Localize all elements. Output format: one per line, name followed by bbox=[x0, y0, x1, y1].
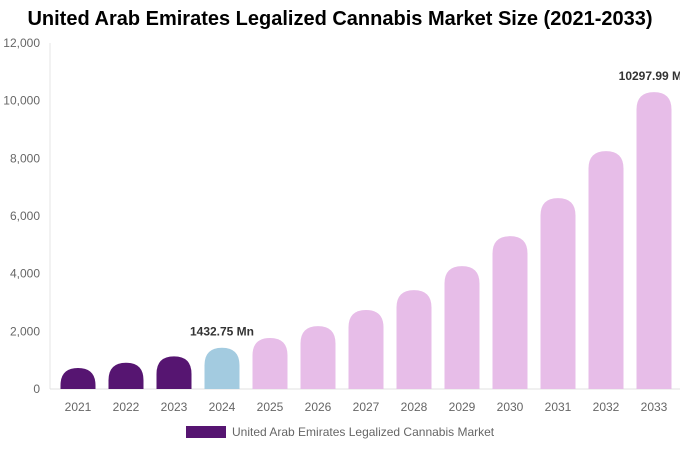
x-tick-label: 2029 bbox=[449, 400, 476, 414]
bar-2021[interactable] bbox=[60, 367, 96, 389]
x-tick-label: 2031 bbox=[545, 400, 572, 414]
bar-2025[interactable] bbox=[252, 337, 288, 389]
y-tick-label: 8,000 bbox=[10, 151, 40, 165]
y-tick-label: 10,000 bbox=[3, 94, 40, 108]
y-tick-label: 4,000 bbox=[10, 267, 40, 281]
bar-2027[interactable] bbox=[348, 309, 384, 389]
bar-2028[interactable] bbox=[396, 290, 432, 389]
x-tick-label: 2023 bbox=[161, 400, 188, 414]
x-tick-label: 2025 bbox=[257, 400, 284, 414]
bar-2026[interactable] bbox=[300, 326, 336, 389]
bar-2030[interactable] bbox=[492, 236, 528, 389]
y-tick-label: 2,000 bbox=[10, 324, 40, 338]
bar-2033[interactable] bbox=[636, 92, 672, 390]
x-tick-label: 2033 bbox=[641, 400, 668, 414]
bar-2023[interactable] bbox=[156, 356, 192, 389]
legend[interactable]: United Arab Emirates Legalized Cannabis … bbox=[186, 425, 494, 439]
x-tick-label: 2030 bbox=[497, 400, 524, 414]
x-tick-label: 2026 bbox=[305, 400, 332, 414]
bar-2029[interactable] bbox=[444, 266, 480, 389]
chart-title: United Arab Emirates Legalized Cannabis … bbox=[27, 8, 653, 30]
x-tick-label: 2021 bbox=[65, 400, 92, 414]
x-tick-label: 2028 bbox=[401, 400, 428, 414]
y-tick-label: 6,000 bbox=[10, 209, 40, 223]
x-tick-label: 2022 bbox=[113, 400, 140, 414]
legend-swatch bbox=[186, 426, 226, 438]
legend-label: United Arab Emirates Legalized Cannabis … bbox=[232, 425, 495, 439]
bar-2024[interactable] bbox=[204, 347, 240, 389]
x-tick-label: 2027 bbox=[353, 400, 380, 414]
data-label: 10297.99 Mn bbox=[619, 69, 680, 83]
y-tick-label: 0 bbox=[33, 382, 40, 396]
y-tick-label: 12,000 bbox=[3, 36, 40, 50]
bar-2022[interactable] bbox=[108, 362, 144, 389]
x-tick-label: 2032 bbox=[593, 400, 620, 414]
bar-2032[interactable] bbox=[588, 151, 624, 389]
bar-2031[interactable] bbox=[540, 198, 576, 389]
x-tick-label: 2024 bbox=[209, 400, 236, 414]
data-label: 1432.75 Mn bbox=[190, 325, 254, 339]
